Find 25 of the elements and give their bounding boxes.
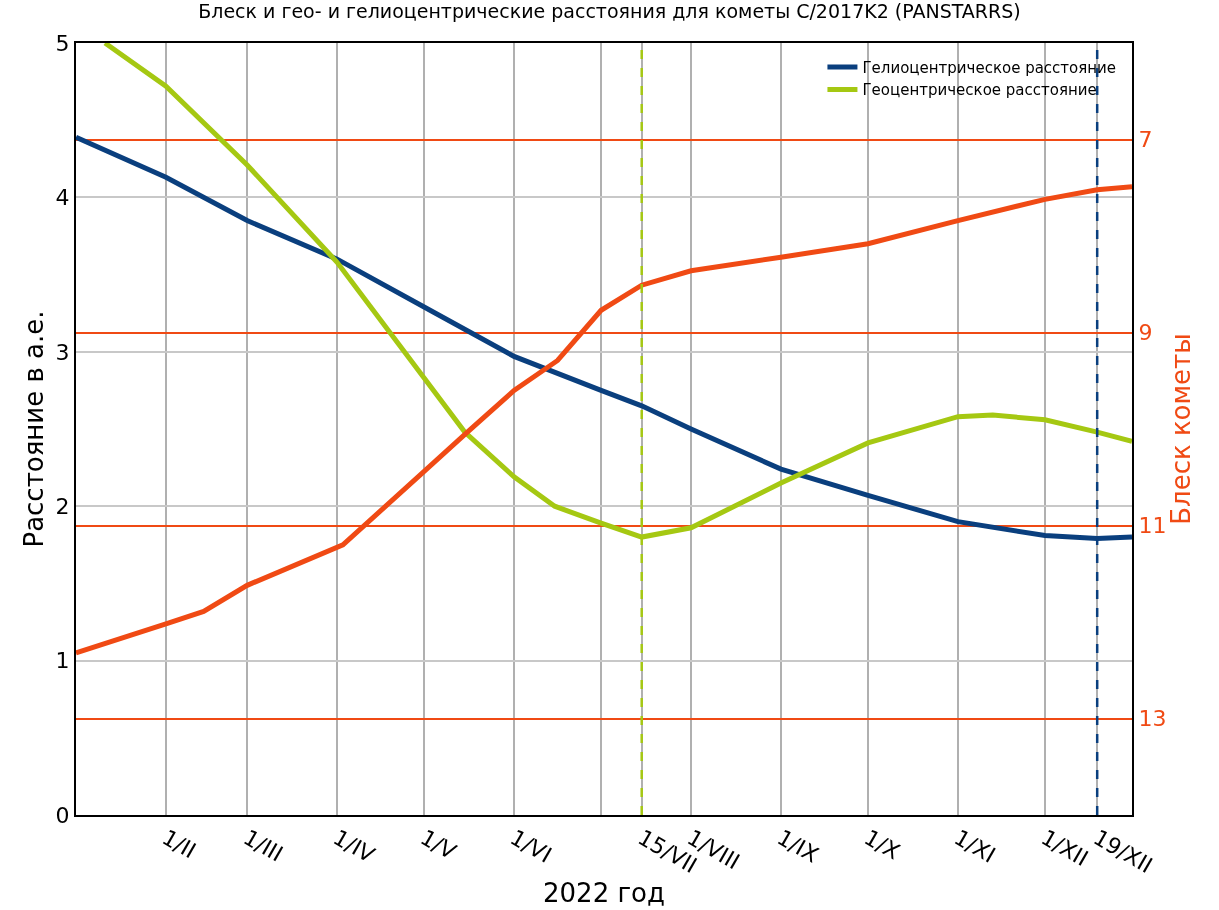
y-tick-label: 1 xyxy=(55,648,70,674)
legend-label: Геоцентрическое расстояние xyxy=(862,81,1097,100)
y-tick-label: 5 xyxy=(55,30,70,56)
y2-axis-title: Блеск кометы xyxy=(1166,333,1197,525)
legend-label: Гелиоцентрическое расстояние xyxy=(862,58,1117,77)
x-tick-label: 1/III xyxy=(239,824,288,867)
x-tick-label: 1/II xyxy=(157,824,201,864)
x-tick-label: 1/V xyxy=(416,824,461,865)
x-tick-label: 1/X xyxy=(860,824,905,865)
x-tick-label: 1/IX xyxy=(772,824,823,868)
y-tick-label: 4 xyxy=(55,185,70,211)
y2-tick-label: 11 xyxy=(1138,513,1167,539)
y-tick-label: 2 xyxy=(55,493,70,519)
y-tick-label: 3 xyxy=(55,339,70,365)
y2-tick-label: 7 xyxy=(1138,127,1153,153)
chart-title: Блеск и гео- и гелиоцентрические расстояния для кометы C/2017K2 (PANSTARRS) xyxy=(198,0,1021,22)
y2-tick-label: 13 xyxy=(1138,706,1167,732)
x-tick-label: 1/XI xyxy=(949,824,1000,868)
y2-tick-label: 9 xyxy=(1138,320,1153,346)
x-axis-title: 2022 год xyxy=(543,877,665,908)
x-tick-label: 1/XII xyxy=(1036,824,1093,871)
y-axis-title: Расстояние в а.е. xyxy=(19,310,50,548)
x-tick-label: 1/VI xyxy=(506,824,556,868)
x-tick-label: 1/IV xyxy=(329,824,379,868)
y-tick-label: 0 xyxy=(55,802,70,828)
